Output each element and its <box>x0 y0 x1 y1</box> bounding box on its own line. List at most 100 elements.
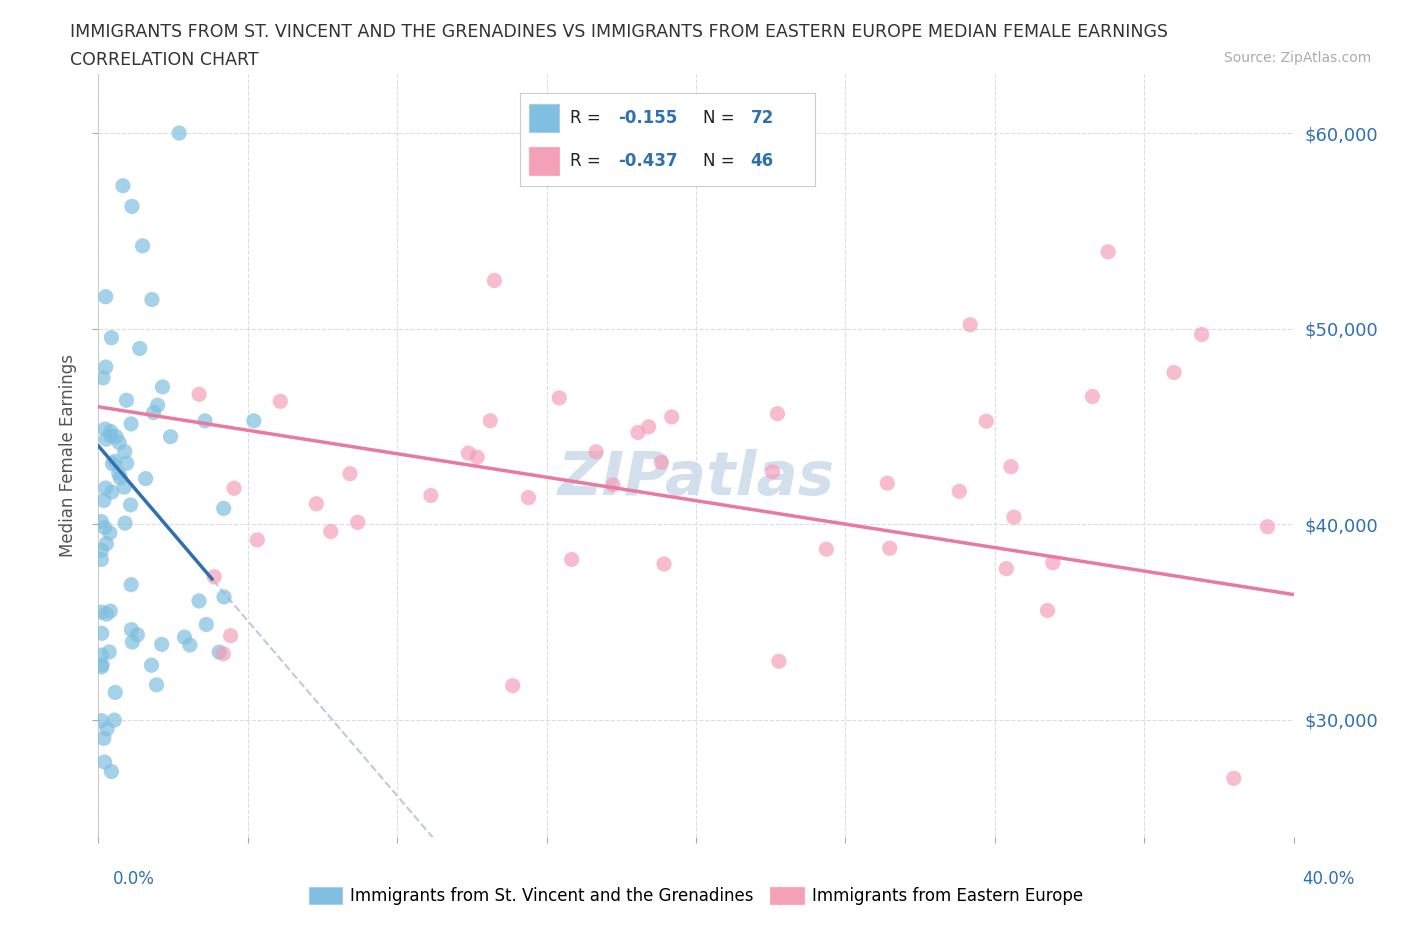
Point <box>112 480 135 495</box>
Text: 46: 46 <box>751 152 773 170</box>
Point <box>167 126 190 140</box>
Point <box>90 626 112 641</box>
Point <box>96 537 118 551</box>
Point <box>146 398 169 413</box>
Point <box>145 677 167 692</box>
Legend: Immigrants from St. Vincent and the Grenadines, Immigrants from Eastern Europe: Immigrants from St. Vincent and the Gren… <box>309 887 1083 905</box>
Point <box>1042 555 1064 570</box>
Point <box>120 417 142 432</box>
Point <box>100 330 122 345</box>
Point <box>105 429 128 444</box>
Point <box>96 722 118 737</box>
Point <box>93 493 115 508</box>
Text: 0.0%: 0.0% <box>112 870 155 888</box>
Point <box>319 524 342 538</box>
Point <box>94 289 117 304</box>
Point <box>101 485 124 499</box>
Point <box>100 429 122 444</box>
Point <box>98 604 121 618</box>
Point <box>94 481 117 496</box>
Point <box>876 476 898 491</box>
Point <box>948 484 970 498</box>
Text: ZIPatlas: ZIPatlas <box>557 449 835 508</box>
Point <box>90 659 112 674</box>
Point <box>269 394 291 409</box>
Point <box>179 638 201 653</box>
Point <box>100 764 122 779</box>
Text: CORRELATION CHART: CORRELATION CHART <box>70 51 259 69</box>
Point <box>141 658 163 672</box>
Point <box>91 370 114 385</box>
Point <box>114 515 136 530</box>
Point <box>111 179 134 193</box>
Point <box>502 678 524 693</box>
Point <box>208 644 231 659</box>
Point <box>104 685 127 700</box>
Point <box>98 525 121 540</box>
Point <box>1000 459 1022 474</box>
Point <box>94 421 117 436</box>
Point <box>222 481 245 496</box>
Point <box>142 405 165 420</box>
Point <box>761 464 783 479</box>
Point <box>90 552 112 567</box>
Text: 40.0%: 40.0% <box>1302 870 1355 888</box>
Point <box>115 456 138 471</box>
Point <box>246 533 269 548</box>
Point <box>815 542 838 557</box>
Point <box>517 490 540 505</box>
Point <box>114 444 136 458</box>
Point <box>479 413 502 428</box>
Point <box>131 238 153 253</box>
Point <box>110 471 132 485</box>
Point <box>768 654 790 669</box>
Point <box>419 488 441 503</box>
Point <box>127 628 149 643</box>
Point <box>93 520 115 535</box>
Point <box>1097 245 1119 259</box>
Point <box>195 617 218 631</box>
Point <box>219 629 242 644</box>
Text: N =: N = <box>703 152 740 170</box>
Point <box>98 644 121 659</box>
Point <box>1002 510 1025 525</box>
Point <box>339 466 361 481</box>
Point <box>188 593 211 608</box>
Point <box>212 590 235 604</box>
Point <box>650 455 672 470</box>
Text: -0.155: -0.155 <box>617 109 676 127</box>
Point <box>103 712 125 727</box>
FancyBboxPatch shape <box>529 104 558 132</box>
Point <box>120 622 142 637</box>
Point <box>585 445 607 459</box>
Text: 72: 72 <box>751 109 773 127</box>
Text: N =: N = <box>703 109 740 127</box>
Point <box>173 630 195 644</box>
Text: Source: ZipAtlas.com: Source: ZipAtlas.com <box>1223 51 1371 65</box>
Point <box>194 414 217 429</box>
Point <box>1223 771 1246 786</box>
Text: -0.437: -0.437 <box>617 152 678 170</box>
Point <box>115 392 138 407</box>
Point <box>243 413 266 428</box>
Point <box>121 199 143 214</box>
Point <box>93 731 115 746</box>
Point <box>120 578 142 592</box>
Point <box>188 387 211 402</box>
Point <box>561 552 583 567</box>
Point <box>121 634 143 649</box>
Y-axis label: Median Female Earnings: Median Female Earnings <box>59 354 77 557</box>
Point <box>135 472 157 486</box>
Point <box>159 430 181 445</box>
Point <box>661 409 683 424</box>
Point <box>120 498 142 512</box>
Text: R =: R = <box>571 109 606 127</box>
Point <box>128 341 150 356</box>
Point <box>202 569 225 584</box>
Point <box>94 360 117 375</box>
Point <box>1256 519 1278 534</box>
Text: R =: R = <box>571 152 606 170</box>
Text: IMMIGRANTS FROM ST. VINCENT AND THE GRENADINES VS IMMIGRANTS FROM EASTERN EUROPE: IMMIGRANTS FROM ST. VINCENT AND THE GREN… <box>70 23 1168 41</box>
Point <box>104 454 127 469</box>
Point <box>974 414 997 429</box>
